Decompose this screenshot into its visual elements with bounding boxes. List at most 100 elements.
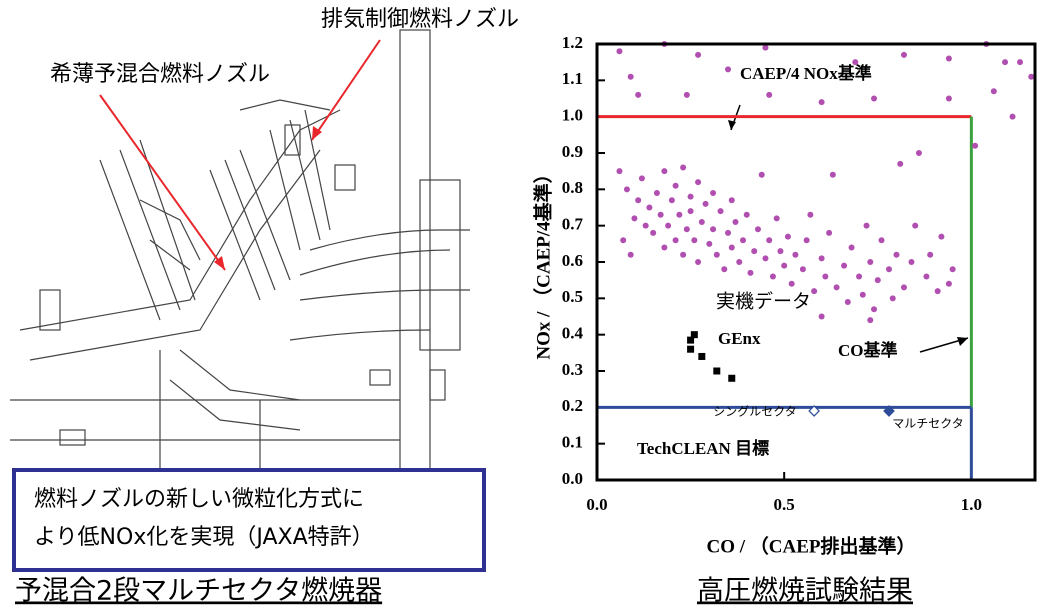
- y-tick-label: 1.1: [562, 69, 583, 88]
- drawing-stroke: [400, 30, 430, 470]
- y-tick-label: 0.1: [562, 433, 583, 452]
- data-point: [916, 150, 922, 156]
- data-point: [680, 165, 686, 171]
- y-tick-label: 0.4: [562, 324, 584, 343]
- y-tick-label: 0.9: [562, 142, 583, 161]
- data-point: [725, 66, 731, 72]
- caption: 高圧燃焼試験結果: [697, 576, 913, 607]
- arrow-head: [957, 337, 968, 346]
- data-point: [725, 230, 731, 236]
- data-point: [822, 274, 828, 280]
- annotation: CAEP/4 NOx基準: [740, 63, 872, 83]
- drawing-stroke: [290, 290, 470, 340]
- note-box: [14, 470, 484, 570]
- data-point: [729, 244, 735, 250]
- arrow: [312, 40, 380, 140]
- data-point: [665, 223, 671, 229]
- drawing-stroke: [100, 140, 195, 320]
- data-point: [819, 314, 825, 320]
- data-point: [698, 353, 705, 360]
- data-point: [695, 259, 701, 265]
- data-point: [800, 266, 806, 272]
- note-line: より低NOx化を実現（JAXA特許）: [34, 525, 374, 550]
- data-point: [856, 274, 862, 280]
- data-point: [710, 190, 716, 196]
- data-point: [897, 161, 903, 167]
- data-point: [946, 281, 952, 287]
- data-point: [811, 288, 817, 294]
- data-point: [781, 263, 787, 269]
- data-point: [628, 252, 634, 258]
- x-tick-label: 0.5: [774, 495, 795, 514]
- data-point: [650, 230, 656, 236]
- data-point: [890, 295, 896, 301]
- x-axis-label: CO / （CAEP排出基準）: [706, 534, 915, 557]
- data-point: [766, 237, 772, 243]
- data-point: [654, 190, 660, 196]
- drawing-stroke: [300, 230, 470, 275]
- data-point: [714, 252, 720, 258]
- data-point: [620, 237, 626, 243]
- data-point: [901, 284, 907, 290]
- y-tick-label: 1.2: [562, 33, 583, 52]
- data-point: [695, 52, 701, 58]
- x-tick-label: 0.0: [586, 495, 607, 514]
- data-point: [733, 219, 739, 225]
- data-point: [864, 223, 870, 229]
- data-point: [867, 259, 873, 265]
- data-point: [624, 186, 630, 192]
- data-point: [946, 56, 952, 62]
- drawing-stroke: [420, 180, 460, 350]
- data-point: [849, 244, 855, 250]
- y-tick-label: 0.6: [562, 251, 583, 270]
- data-point: [789, 281, 795, 287]
- data-point: [841, 263, 847, 269]
- data-point: [658, 212, 664, 218]
- data-point: [871, 96, 877, 102]
- data-point: [688, 208, 694, 214]
- data-point: [713, 368, 720, 375]
- slide: 排気制御燃料ノズル 希薄予混合燃料ノズル 燃料ノズルの新しい微粒化方式に より低…: [0, 0, 1040, 611]
- data-point: [616, 48, 622, 54]
- data-point: [736, 259, 742, 265]
- data-point: [759, 172, 765, 178]
- data-point: [867, 317, 873, 323]
- data-point: [755, 226, 761, 232]
- data-point: [893, 252, 899, 258]
- data-point: [901, 52, 907, 58]
- data-point: [628, 74, 634, 80]
- annotation: 実機データ: [716, 291, 811, 313]
- data-point: [950, 266, 956, 272]
- data-point: [886, 266, 892, 272]
- y-tick-label: 0.0: [562, 469, 583, 488]
- data-point: [860, 292, 866, 298]
- data-point: [699, 219, 705, 225]
- data-point: [616, 168, 622, 174]
- data-point: [729, 197, 735, 203]
- data-point: [744, 212, 750, 218]
- data-point: [691, 237, 697, 243]
- drawing-stroke: [170, 350, 300, 430]
- data-point: [687, 337, 694, 344]
- data-point: [826, 230, 832, 236]
- data-point: [706, 241, 712, 247]
- data-point: [635, 197, 641, 203]
- data-point: [684, 92, 690, 98]
- data-point: [710, 226, 716, 232]
- data-point: [747, 270, 753, 276]
- y-tick-label: 0.5: [562, 287, 583, 306]
- data-point: [972, 143, 978, 149]
- data-point: [935, 288, 941, 294]
- data-point: [695, 179, 701, 185]
- data-point: [721, 266, 727, 272]
- data-point: [728, 375, 735, 382]
- data-point: [819, 99, 825, 105]
- data-point: [871, 306, 877, 312]
- data-point: [676, 212, 682, 218]
- data-point: [762, 255, 768, 261]
- annotation: マルチセクタ: [892, 417, 964, 431]
- data-point: [631, 215, 637, 221]
- data-point: [830, 172, 836, 178]
- data-point: [770, 274, 776, 280]
- x-tick-label: 1.0: [961, 495, 982, 514]
